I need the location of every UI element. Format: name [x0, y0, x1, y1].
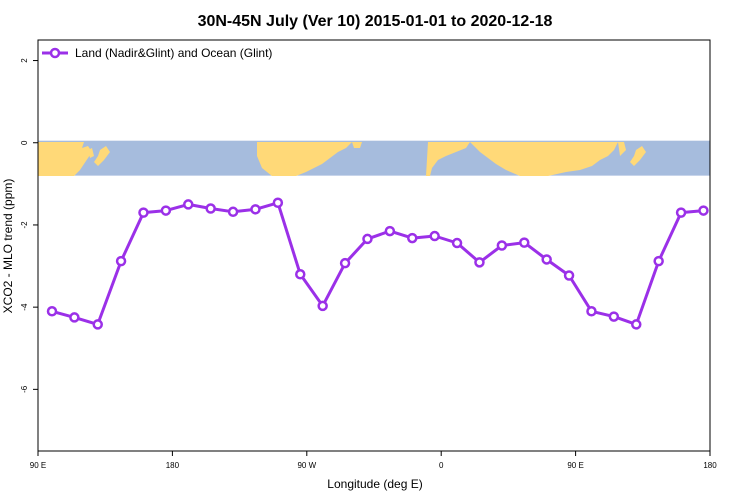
y-tick-label-0: -6	[20, 385, 29, 393]
data-point-0-28	[675, 207, 687, 218]
data-point-0-3	[115, 255, 127, 267]
plot-frame	[37, 39, 711, 452]
x-tick-label-2: 90 W	[297, 461, 316, 470]
data-point-0-6	[183, 199, 194, 210]
map-land-asia-east	[38, 142, 92, 176]
x-tick-label-4: 90 E	[567, 461, 583, 470]
data-point-0-2	[92, 319, 103, 330]
data-point-0-4	[138, 207, 149, 218]
data-point-0-24	[586, 306, 597, 317]
data-point-0-13	[339, 257, 351, 269]
map-land	[38, 142, 646, 176]
x-tick-label-1: 180	[166, 461, 180, 470]
x-tick-label-3: 0	[439, 461, 444, 470]
data-point-0-18	[451, 237, 463, 249]
x-axis: 90 E 180 90 W 0 90 E 180	[30, 451, 717, 470]
chart-title: 30N-45N July (Ver 10) 2015-01-01 to 2020…	[198, 13, 553, 30]
data-point-0-27	[653, 255, 664, 267]
data-point-0-19	[474, 257, 485, 268]
data-point-0-17	[429, 230, 440, 242]
map-land-europe-africa	[426, 142, 470, 176]
data-point-0-10	[272, 197, 284, 209]
map-land-japan	[94, 146, 110, 166]
data-point-0-25	[608, 311, 620, 322]
x-tick-label-5: 180	[703, 461, 717, 470]
y-axis: -6 -4 -2 0 2	[20, 58, 38, 393]
y-tick-label-4: 2	[20, 58, 29, 63]
data-point-0-16	[407, 232, 418, 244]
data-point-0-7	[205, 203, 216, 214]
map-land-korea	[88, 148, 94, 158]
x-axis-label: Longitude (deg E)	[327, 477, 422, 491]
map-land-east-repeat	[618, 142, 626, 156]
data-point-0-21	[519, 237, 530, 248]
y-tick-label-2: -2	[20, 221, 29, 229]
data-point-0-15	[384, 225, 396, 237]
data-point-0-11	[295, 269, 306, 280]
legend-marker	[49, 47, 61, 59]
data-point-0-1	[69, 312, 80, 323]
data-point-0-8	[227, 206, 239, 218]
legend: Land (Nadir&Glint) and Ocean (Glint)	[42, 46, 272, 60]
data-point-0-14	[362, 233, 373, 245]
map-land-japan-repeat	[630, 146, 646, 166]
y-axis-label: XCO2 - MLO trend (ppm)	[1, 179, 15, 314]
y-tick-label-1: -4	[20, 303, 29, 311]
data-point-0-12	[317, 300, 328, 312]
data-point-0-0	[46, 306, 58, 317]
series-line-0	[51, 201, 704, 326]
data-point-0-20	[496, 240, 508, 251]
x-tick-label-0: 90 E	[30, 461, 46, 470]
y-tick-label-3: 0	[20, 140, 29, 145]
legend-label: Land (Nadir&Glint) and Ocean (Glint)	[75, 46, 272, 60]
map-land-north-america	[257, 142, 352, 176]
data-point-0-29	[698, 205, 709, 216]
data-point-0-5	[160, 205, 172, 216]
map-land-greenland	[352, 142, 362, 148]
series-layer	[46, 197, 709, 330]
map-land-asia	[470, 142, 618, 176]
data-point-0-26	[631, 319, 642, 330]
data-point-0-9	[250, 204, 261, 215]
world-map-band	[38, 140, 710, 176]
data-point-0-23	[563, 270, 575, 281]
data-point-0-22	[541, 254, 552, 265]
